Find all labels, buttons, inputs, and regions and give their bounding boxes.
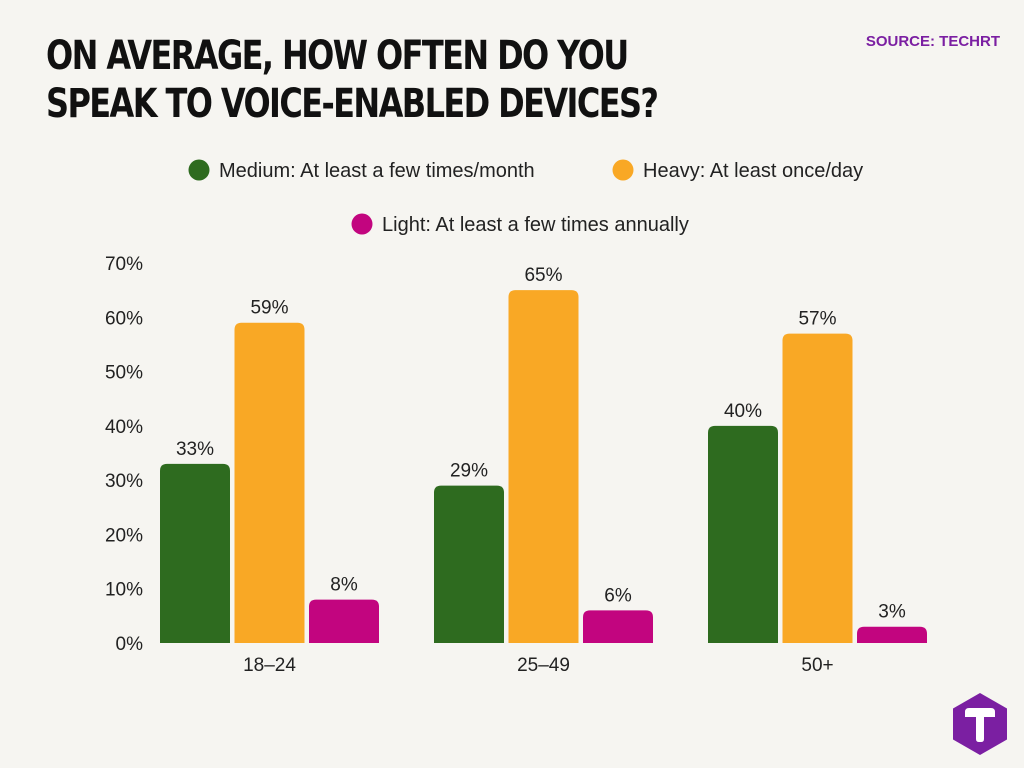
- bar-value-label: 33%: [176, 439, 214, 460]
- y-tick-label: 50%: [105, 363, 143, 384]
- y-tick-label: 10%: [105, 580, 143, 601]
- x-tick-label: 18–24: [243, 655, 296, 676]
- bar-value-label: 65%: [524, 265, 562, 286]
- legend-swatch: [188, 159, 210, 181]
- y-tick-label: 70%: [105, 254, 143, 275]
- y-axis: 0% 10% 20% 30% 40% 50% 60% 70%: [105, 254, 143, 655]
- x-axis: 18–24 25–49 50+: [243, 655, 834, 676]
- x-tick-label: 50+: [801, 655, 833, 676]
- bar-value-label: 8%: [330, 575, 358, 596]
- bar: [583, 610, 653, 643]
- bar-value-label: 29%: [450, 461, 488, 482]
- chart-title: ON AVERAGE, HOW OFTEN DO YOU SPEAK TO VO…: [46, 33, 659, 127]
- legend-label: Medium: At least a few times/month: [219, 160, 535, 182]
- bar-value-label: 3%: [878, 602, 906, 623]
- legend: Medium: At least a few times/month Heavy:…: [188, 159, 863, 236]
- bar-value-label: 6%: [604, 585, 632, 606]
- bar: [160, 463, 230, 643]
- bar: [857, 626, 927, 643]
- legend-swatch: [612, 159, 634, 181]
- bar-value-label: 59%: [250, 298, 288, 319]
- bar-labels: 33% 59% 8% 29% 65% 6% 40% 57% 3%: [176, 265, 906, 623]
- bar-value-label: 57%: [798, 309, 836, 330]
- y-tick-label: 60%: [105, 308, 143, 329]
- legend-swatch: [351, 213, 373, 235]
- y-tick-label: 0%: [116, 634, 144, 655]
- source-label: SOURCE: TECHRT: [865, 33, 1000, 50]
- techrt-logo-icon: [953, 693, 1007, 755]
- bar: [708, 425, 778, 643]
- x-tick-label: 25–49: [517, 655, 570, 676]
- y-tick-label: 40%: [105, 417, 143, 438]
- y-tick-label: 20%: [105, 525, 143, 546]
- bar: [782, 333, 853, 643]
- bars: [160, 290, 927, 643]
- legend-label: Heavy: At least once/day: [643, 160, 863, 182]
- bar: [309, 599, 379, 643]
- legend-label: Light: At least a few times annually: [382, 214, 689, 236]
- bar: [434, 485, 504, 643]
- bar-value-label: 40%: [724, 401, 762, 422]
- bar: [234, 322, 305, 643]
- y-tick-label: 30%: [105, 471, 143, 492]
- bar: [508, 290, 579, 643]
